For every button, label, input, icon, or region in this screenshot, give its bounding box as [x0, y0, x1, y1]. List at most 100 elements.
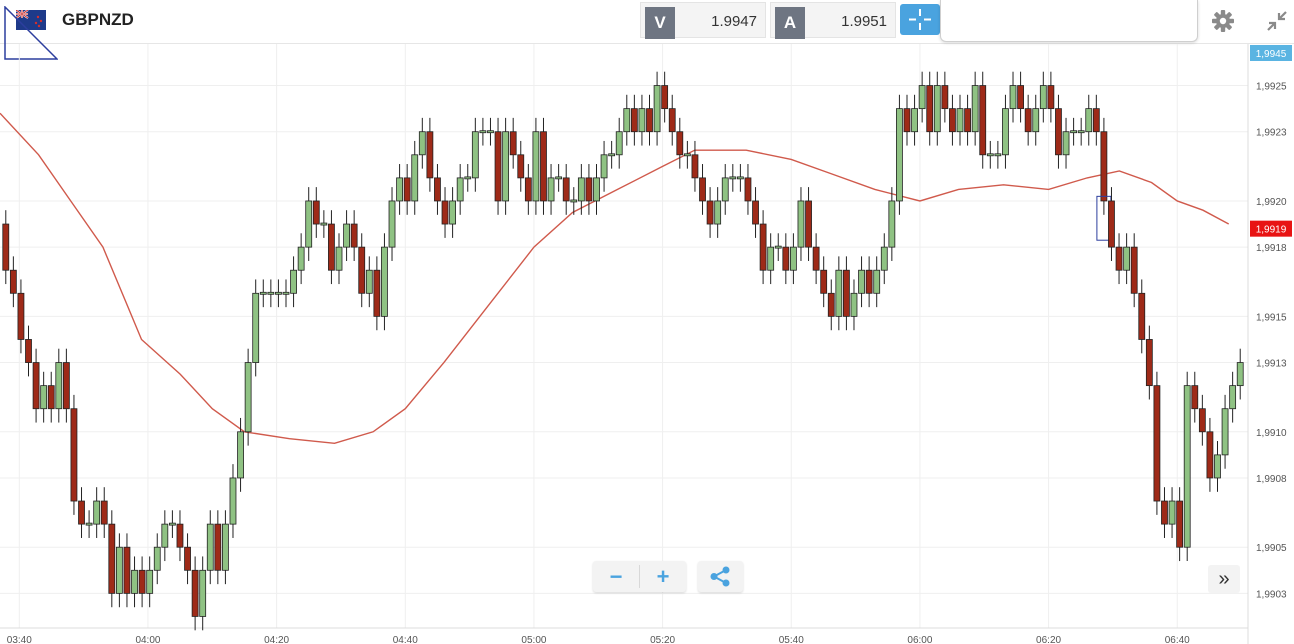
candle [1183, 385, 1191, 548]
price-chart[interactable]: 1,9903 1,9905 1,9908 1,9910 1,9913 1,9915 1,99… [0, 44, 1294, 644]
candle [115, 546, 123, 594]
candle [812, 246, 820, 271]
candle [759, 223, 767, 271]
candle [1009, 85, 1017, 110]
candle [964, 108, 971, 133]
candle [161, 523, 169, 548]
candle [918, 85, 926, 110]
candle [153, 546, 161, 571]
candle [1055, 108, 1062, 156]
candle [1070, 130, 1078, 134]
dropdown-panel[interactable] [940, 0, 1198, 42]
candle [1108, 200, 1115, 248]
candle [782, 246, 790, 271]
candle [1047, 85, 1055, 110]
candle [532, 131, 540, 202]
candle [487, 130, 494, 134]
candle [789, 246, 797, 271]
candle [865, 269, 873, 294]
time-tick-label: 04:00 [135, 635, 160, 644]
candle [979, 85, 987, 156]
candle [896, 108, 903, 202]
selection-corner-icon [4, 6, 58, 60]
candle [93, 500, 101, 525]
time-tick-label: 05:20 [650, 635, 675, 644]
candle [237, 431, 244, 479]
time-tick-label: 05:40 [779, 635, 804, 644]
candle [1191, 385, 1199, 410]
time-tick-label: 05:00 [521, 635, 546, 644]
candle [350, 223, 358, 248]
candle [509, 131, 517, 156]
price-tick-label: 1,9925 [1256, 82, 1287, 93]
price-tick-label: 1,9903 [1256, 589, 1287, 600]
price-tick-label: 1,9923 [1256, 128, 1287, 139]
candle [214, 523, 222, 571]
top-price-tag [1250, 45, 1292, 61]
candle [335, 246, 343, 271]
buy-label[interactable]: A [775, 7, 805, 39]
candle [1062, 131, 1070, 156]
zoom-out-button[interactable]: − [609, 563, 623, 589]
candle [767, 246, 775, 271]
candle [971, 85, 979, 133]
candle [736, 176, 744, 180]
price-tick-label: 1,9918 [1256, 243, 1287, 254]
candle [199, 569, 207, 617]
sell-quote[interactable]: V 1.9947 [640, 2, 766, 39]
candle [494, 131, 502, 202]
current-price-label: 1,9919 [1256, 225, 1287, 236]
candle [365, 269, 373, 294]
candle [956, 108, 964, 133]
buy-price[interactable]: 1.9951 [841, 13, 887, 30]
candle [706, 200, 714, 225]
scroll-right-button[interactable]: » [1208, 565, 1240, 593]
candle [1077, 130, 1085, 134]
candle [373, 269, 381, 317]
candle [1130, 246, 1138, 294]
candle [9, 269, 17, 294]
candle [131, 569, 138, 594]
candle [540, 131, 547, 202]
candle [388, 200, 396, 248]
time-tick-label: 04:40 [393, 635, 418, 644]
candle [933, 85, 941, 133]
sell-label[interactable]: V [645, 7, 675, 39]
time-tick-label: 04:20 [264, 635, 289, 644]
collapse-icon[interactable] [1264, 8, 1290, 34]
candle [25, 339, 32, 363]
sell-price[interactable]: 1.9947 [711, 13, 757, 30]
candle [1100, 131, 1108, 202]
candle [926, 85, 934, 133]
price-tick-label: 1,9913 [1256, 359, 1287, 370]
candle [744, 177, 752, 202]
candle [1176, 500, 1184, 548]
candle [1039, 85, 1047, 110]
candle [32, 362, 40, 410]
zoom-controls: − + [593, 561, 686, 592]
candle [471, 131, 479, 179]
gear-icon[interactable] [1210, 8, 1236, 34]
buy-quote[interactable]: A 1.9951 [770, 2, 896, 39]
candle [456, 177, 464, 202]
candle [1229, 385, 1237, 410]
candle [78, 500, 85, 525]
crosshair-button[interactable] [900, 4, 940, 35]
zoom-in-button[interactable]: + [656, 563, 670, 589]
candle [441, 200, 449, 225]
candle [555, 176, 563, 180]
candle [1145, 339, 1153, 387]
candle [434, 177, 441, 202]
candle [850, 292, 858, 317]
candle [797, 200, 805, 248]
candle [683, 153, 691, 157]
candle [593, 177, 600, 202]
candle [835, 269, 843, 317]
candle [691, 154, 699, 179]
share-button[interactable] [698, 561, 743, 592]
candle [1221, 408, 1229, 456]
candle [827, 292, 835, 317]
candle [880, 246, 888, 271]
price-tick-label: 1,9915 [1256, 312, 1287, 323]
candle [941, 85, 949, 110]
